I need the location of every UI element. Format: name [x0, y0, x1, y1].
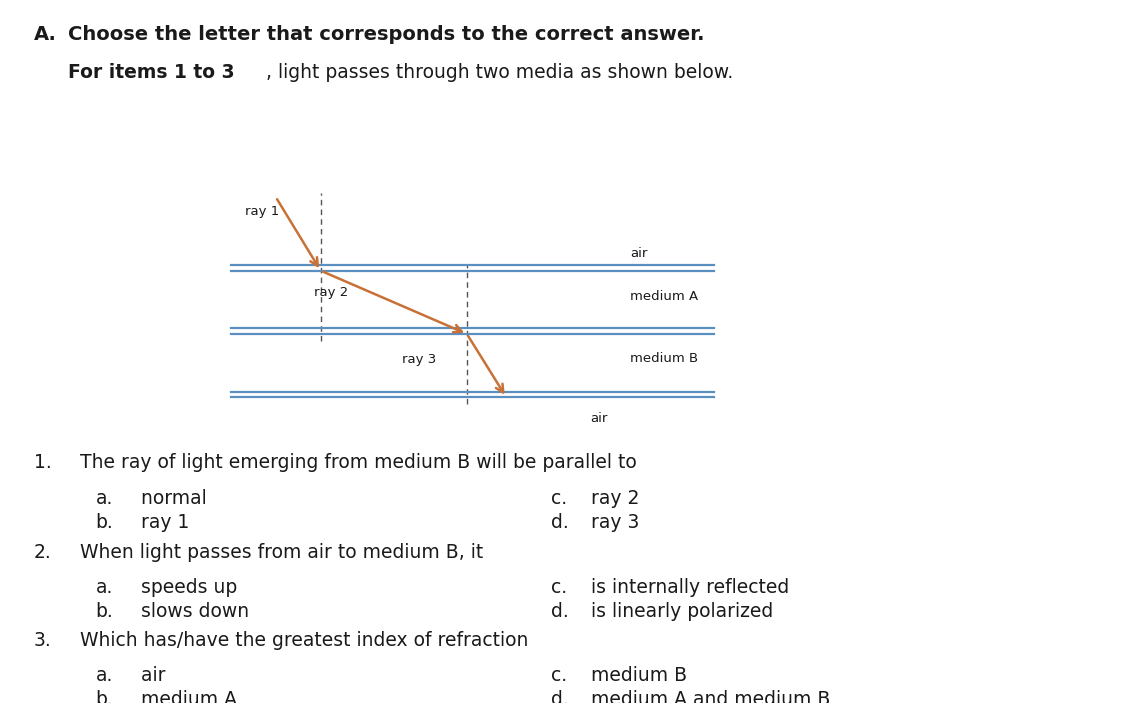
Text: d.: d.: [551, 513, 569, 532]
Text: d.: d.: [551, 602, 569, 621]
Text: c.: c.: [551, 489, 567, 508]
Text: air: air: [591, 412, 608, 425]
Text: c.: c.: [551, 578, 567, 597]
Text: medium A: medium A: [129, 690, 237, 703]
Text: normal: normal: [129, 489, 207, 508]
Text: c.: c.: [551, 666, 567, 685]
Text: medium A: medium A: [630, 290, 699, 303]
Text: ray 3: ray 3: [403, 353, 436, 366]
Text: a.: a.: [96, 578, 112, 597]
Text: medium B: medium B: [585, 666, 687, 685]
Text: Which has/have the greatest index of refraction: Which has/have the greatest index of ref…: [68, 631, 528, 650]
Text: is linearly polarized: is linearly polarized: [585, 602, 773, 621]
Text: air: air: [630, 247, 647, 259]
Text: For items 1 to 3: For items 1 to 3: [68, 63, 234, 82]
Text: b.: b.: [96, 513, 114, 532]
Text: ray 1: ray 1: [245, 205, 279, 218]
Text: d.: d.: [551, 690, 569, 703]
Text: 3.: 3.: [34, 631, 52, 650]
Text: speeds up: speeds up: [129, 578, 237, 597]
Text: ray 3: ray 3: [585, 513, 639, 532]
Text: medium A and medium B: medium A and medium B: [585, 690, 830, 703]
Text: a.: a.: [96, 666, 112, 685]
Text: , light passes through two media as shown below.: , light passes through two media as show…: [266, 63, 732, 82]
Text: When light passes from air to medium B, it: When light passes from air to medium B, …: [68, 543, 483, 562]
Text: ray 1: ray 1: [129, 513, 190, 532]
Text: 1.: 1.: [34, 453, 52, 472]
Text: a.: a.: [96, 489, 112, 508]
Text: ray 2: ray 2: [585, 489, 639, 508]
Text: is internally reflected: is internally reflected: [585, 578, 790, 597]
Text: 2.: 2.: [34, 543, 52, 562]
Text: ray 2: ray 2: [315, 286, 349, 299]
Text: medium B: medium B: [630, 352, 699, 365]
Text: Choose the letter that corresponds to the correct answer.: Choose the letter that corresponds to th…: [68, 25, 704, 44]
Text: slows down: slows down: [129, 602, 250, 621]
Text: b.: b.: [96, 602, 114, 621]
Text: The ray of light emerging from medium B will be parallel to: The ray of light emerging from medium B …: [68, 453, 637, 472]
Text: air: air: [129, 666, 165, 685]
Text: A.: A.: [34, 25, 56, 44]
Text: b.: b.: [96, 690, 114, 703]
